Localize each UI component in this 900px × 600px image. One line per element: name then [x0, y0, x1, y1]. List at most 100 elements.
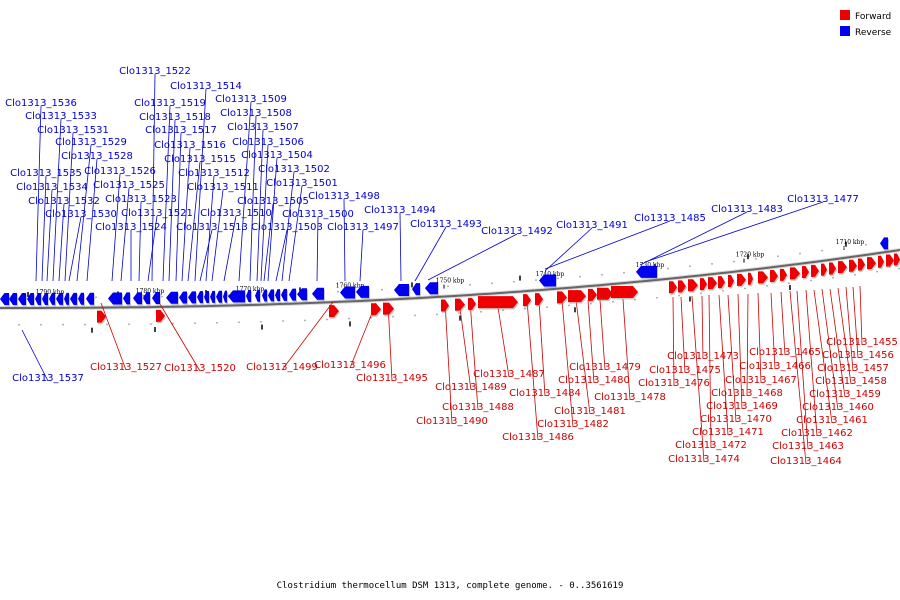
leader-line — [399, 212, 402, 282]
leader-line — [86, 158, 98, 282]
gene-label: Clo1313_1466 — [739, 361, 811, 372]
legend-forward-swatch — [840, 10, 850, 20]
reverse-gene-arrow — [275, 289, 280, 302]
leader-line — [414, 226, 447, 282]
reverse-gene-arrow — [289, 288, 296, 301]
gene-label: Clo1313_1524 — [95, 222, 167, 233]
gene-label: Clo1313_1487 — [473, 369, 545, 380]
gene-label: Clo1313_1523 — [105, 194, 177, 205]
leader-line — [187, 161, 201, 282]
gene-label: Clo1313_1476 — [638, 378, 710, 389]
leader-line — [100, 302, 127, 371]
gene-label: Clo1313_1534 — [16, 182, 88, 193]
leader-line — [168, 119, 176, 282]
reverse-gene-arrow — [143, 292, 150, 305]
leader-line — [708, 294, 712, 449]
gene-label: Clo1313_1506 — [232, 137, 304, 148]
forward-gene-arrow — [811, 264, 819, 277]
reverse-gene-arrow — [880, 237, 888, 250]
reverse-gene-arrow — [297, 288, 307, 301]
leader-line — [622, 298, 631, 401]
leader-line — [181, 147, 191, 282]
forward-gene-arrow — [478, 296, 518, 309]
leader-line — [644, 201, 824, 263]
reverse-gene-arrow — [636, 265, 657, 278]
gene-label: Clo1313_1463 — [772, 441, 844, 452]
forward-gene-arrow — [867, 257, 876, 270]
leader-line — [780, 291, 786, 356]
forward-gene-arrow — [894, 253, 900, 266]
gene-label: Clo1313_1530 — [45, 209, 117, 220]
reverse-gene-arrow — [35, 292, 41, 305]
forward-gene-arrow — [611, 285, 638, 298]
gene-label: Clo1313_1509 — [215, 94, 287, 105]
genome-caption: Clostridium thermocellum DSM 1313, compl… — [277, 581, 624, 591]
gene-label: Clo1313_1502 — [258, 164, 330, 175]
gene-label: Clo1313_1455 — [826, 337, 898, 348]
scale-tick-label: 1750 kbp — [436, 278, 465, 285]
gene-label: Clo1313_1462 — [781, 428, 853, 439]
gene-label: Clo1313_1467 — [725, 375, 797, 386]
leader-line — [757, 292, 762, 384]
gene-label: Clo1313_1533 — [25, 111, 97, 122]
gene-label: Clo1313_1491 — [556, 220, 628, 231]
reverse-gene-arrow — [27, 292, 34, 305]
leader-line — [267, 157, 278, 282]
reverse-gene-arrow — [49, 292, 55, 305]
gene-label: Clo1313_1494 — [364, 205, 436, 216]
forward-gene-arrow — [718, 276, 725, 289]
reverse-gene-arrow — [210, 290, 215, 303]
leader-line — [76, 144, 92, 282]
leader-line — [599, 299, 606, 371]
forward-gene-arrow — [770, 270, 778, 283]
gene-label: Clo1313_1515 — [164, 154, 236, 165]
leader-line — [837, 287, 852, 385]
gene-label: Clo1313_1526 — [84, 166, 156, 177]
forward-gene-arrow — [858, 258, 865, 271]
label-leader-lines — [21, 73, 863, 465]
gene-label: Clo1313_1478 — [594, 392, 666, 403]
leader-line — [829, 288, 846, 398]
gene-label: Clo1313_1511 — [187, 182, 259, 193]
gene-label: Clo1313_1490 — [416, 416, 488, 427]
forward-gene-arrow — [97, 310, 106, 323]
forward-gene-arrow — [597, 287, 613, 300]
leader-line — [211, 189, 224, 282]
reverse-gene-arrow — [152, 291, 160, 304]
legend-forward-label: Forward — [855, 12, 891, 22]
forward-gene-arrow — [468, 297, 476, 310]
reverse-gene-arrow — [179, 291, 187, 304]
leader-line — [845, 286, 854, 372]
gene-label: Clo1313_1488 — [442, 402, 514, 413]
leader-line — [275, 229, 288, 282]
reverse-gene-arrow — [18, 292, 26, 305]
gene-label: Clo1313_1507 — [227, 122, 299, 133]
gene-label: Clo1313_1518 — [139, 112, 211, 123]
leader-line — [680, 296, 686, 374]
forward-gene-arrow — [829, 262, 836, 275]
gene-label: Clo1313_1529 — [55, 137, 127, 148]
gene-label: Clo1313_1482 — [537, 419, 609, 430]
reverse-gene-arrow — [281, 288, 287, 301]
leader-line — [111, 173, 121, 282]
forward-gene-arrow — [568, 290, 586, 303]
reverse-gene-arrow — [246, 289, 251, 302]
leader-line — [68, 216, 82, 282]
leader-line — [859, 285, 863, 346]
leader-line — [238, 101, 252, 282]
leader-line — [718, 294, 729, 436]
reverse-gene-arrow — [70, 292, 77, 305]
gene-label: Clo1313_1470 — [700, 414, 772, 425]
leader-line — [672, 296, 675, 387]
forward-gene-arrow — [441, 299, 449, 312]
reverse-gene-arrow — [166, 291, 178, 304]
reverse-gene-arrow — [312, 287, 324, 300]
reverse-gene-arrow — [0, 292, 9, 305]
leader-line — [544, 227, 593, 272]
gene-label: Clo1313_1508 — [220, 108, 292, 119]
reverse-gene-arrow — [425, 282, 438, 295]
gene-label: Clo1313_1461 — [796, 415, 868, 426]
scale-tick-label: 1760 kbp — [336, 283, 365, 290]
gene-label: Clo1313_1477 — [787, 194, 859, 205]
